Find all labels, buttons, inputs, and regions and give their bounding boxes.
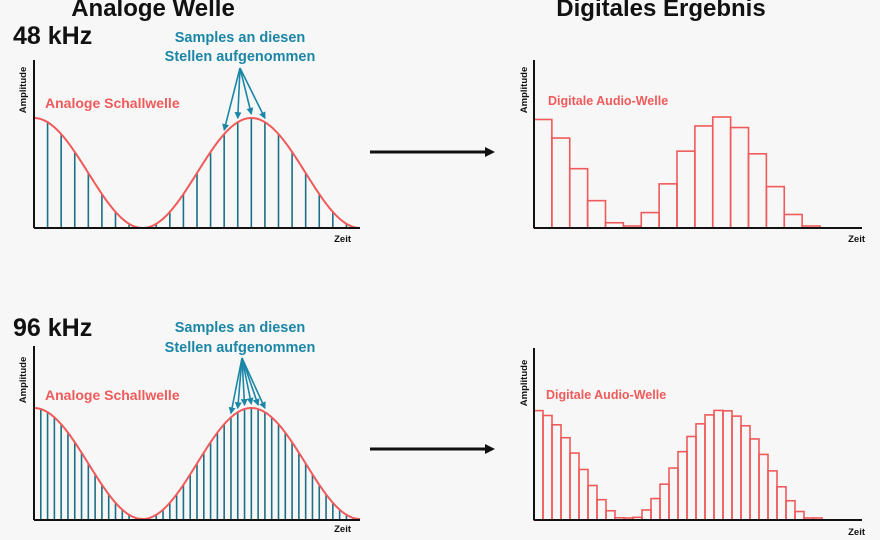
digital-sample-bar bbox=[794, 510, 805, 521]
digital-column-header: Digitales Ergebnis bbox=[556, 0, 765, 22]
annotation-arrow bbox=[234, 67, 242, 120]
annotation-arrow bbox=[241, 357, 266, 410]
digital-sample-bar bbox=[551, 137, 571, 229]
digital-sample-bar bbox=[596, 498, 607, 521]
digital-sample-bar bbox=[765, 185, 786, 229]
digital-sample-bar bbox=[542, 414, 553, 521]
digital-sample-bar bbox=[694, 125, 714, 229]
analog-plot bbox=[33, 60, 360, 229]
digital-sample-bar bbox=[640, 211, 660, 229]
digital-sample-bar bbox=[676, 150, 696, 229]
samples-annotation-line2: Stellen aufgenommen bbox=[165, 340, 316, 356]
digital-sample-bar bbox=[586, 199, 607, 229]
digital-wave-label: Digitale Audio-Welle bbox=[548, 94, 668, 108]
digital-sample-bar bbox=[677, 450, 688, 521]
digital-y-axis-label: Amplitude bbox=[519, 67, 530, 113]
digital-sample-bar bbox=[729, 126, 750, 229]
digital-x-axis-label: Zeit bbox=[848, 527, 866, 538]
samples-annotation-line2: Stellen aufgenommen bbox=[165, 49, 316, 65]
digital-sample-bar bbox=[704, 414, 715, 521]
analog-y-axis-label: Amplitude bbox=[18, 67, 29, 113]
digital-sample-bar bbox=[641, 509, 652, 521]
digital-sample-bar bbox=[767, 470, 778, 521]
digital-sample-bar bbox=[785, 499, 796, 521]
sample-rate-label: 96 kHz bbox=[13, 314, 92, 342]
annotation-arrow bbox=[222, 67, 241, 132]
annotation-arrow bbox=[241, 357, 260, 407]
digital-sample-bar bbox=[711, 116, 732, 229]
digital-sample-bar bbox=[749, 438, 760, 521]
annotation-arrow bbox=[228, 357, 243, 415]
annotation-arrow bbox=[241, 357, 254, 405]
digital-sample-bar bbox=[569, 452, 580, 521]
digital-wave-label: Digitale Audio-Welle bbox=[546, 388, 666, 402]
digital-sample-bar bbox=[533, 409, 544, 521]
annotation-arrow bbox=[239, 67, 266, 120]
digital-sample-bar bbox=[533, 118, 553, 229]
digital-sample-bar bbox=[686, 435, 697, 521]
digital-sample-bar bbox=[560, 436, 571, 521]
analog-y-axis-label: Amplitude bbox=[18, 357, 29, 403]
analog-x-axis-label: Zeit bbox=[334, 524, 352, 535]
samples-annotation-line1: Samples an diesen bbox=[175, 30, 306, 46]
analog-plot bbox=[33, 346, 360, 521]
digital-sample-bar bbox=[578, 468, 589, 521]
digital-sample-bar bbox=[776, 485, 787, 521]
analog-sound-wave bbox=[34, 117, 360, 229]
annotation-arrow bbox=[240, 357, 248, 407]
digital-sample-bar bbox=[740, 424, 751, 521]
digital-sample-bar bbox=[551, 423, 562, 521]
analog-x-axis-label: Zeit bbox=[334, 234, 352, 245]
digital-x-axis-label: Zeit bbox=[848, 234, 866, 245]
digital-plot bbox=[533, 348, 862, 521]
digital-sample-bar bbox=[758, 453, 769, 521]
analog-sound-wave bbox=[34, 407, 360, 520]
digital-y-axis-label: Amplitude bbox=[519, 360, 530, 406]
row-96khz: 96 kHz Samples an diesen Stellen aufgeno… bbox=[13, 314, 866, 538]
digital-sample-bar bbox=[650, 497, 661, 521]
digital-sample-bar bbox=[587, 484, 598, 521]
digital-sample-bar bbox=[605, 509, 616, 521]
analog-wave-label: Analoge Schallwelle bbox=[45, 387, 180, 403]
digital-sample-bar bbox=[722, 410, 733, 521]
annotation-arrow bbox=[239, 67, 254, 115]
analog-column-header: Analoge Welle bbox=[71, 0, 235, 22]
digital-sample-bar bbox=[668, 467, 679, 521]
digital-sample-bar bbox=[659, 483, 670, 521]
digital-sample-bar bbox=[568, 167, 589, 229]
digital-sample-bar bbox=[658, 183, 678, 229]
digital-sample-bar bbox=[695, 423, 706, 521]
digital-sample-bar bbox=[747, 153, 768, 229]
digital-plot bbox=[533, 60, 862, 229]
digital-sample-bar bbox=[783, 213, 803, 229]
sample-rate-label: 48 kHz bbox=[13, 22, 92, 50]
analog-wave-label: Analoge Schallwelle bbox=[45, 95, 180, 111]
digital-sample-bar bbox=[713, 409, 724, 521]
row-48khz: 48 kHz Samples an diesen Stellen aufgeno… bbox=[13, 22, 866, 245]
samples-annotation-line1: Samples an diesen bbox=[175, 320, 306, 336]
annotation-arrow bbox=[234, 357, 243, 410]
digital-sample-bar bbox=[731, 415, 742, 521]
